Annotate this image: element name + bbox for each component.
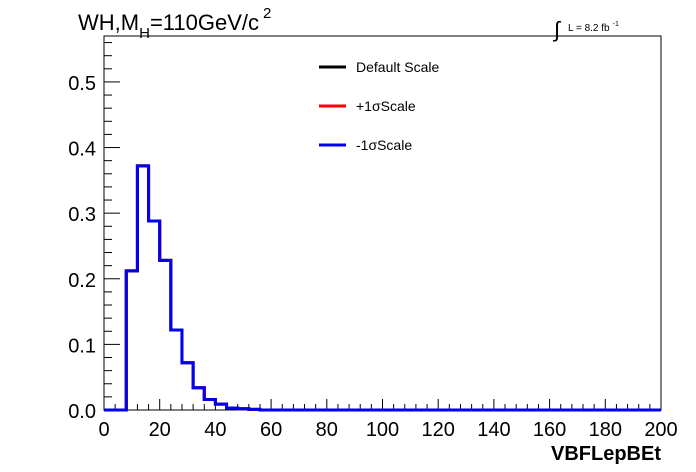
- y-tick-label: 0.1: [68, 335, 96, 357]
- x-tick-label: 140: [477, 419, 510, 441]
- x-tick-label: 40: [204, 419, 226, 441]
- x-tick-label: 60: [260, 419, 282, 441]
- y-tick-label: 0.0: [68, 401, 96, 423]
- series-line--1-scale: [104, 164, 661, 412]
- chart-title: WH,MH=110GeV/c 2: [78, 5, 271, 42]
- title-subscript: H: [139, 25, 150, 42]
- title-main: =110GeV/c: [150, 10, 259, 35]
- legend-label: Default Scale: [356, 59, 439, 75]
- x-tick-label: 100: [366, 419, 399, 441]
- legend-label: -1σScale: [356, 137, 412, 153]
- x-axis: 0 20 40 60 80 100 120 140 160 180 200: [98, 399, 678, 441]
- luminosity-text: L = 8.2 fb: [568, 23, 610, 34]
- x-tick-label: 120: [422, 419, 455, 441]
- y-tick-label: 0.5: [68, 73, 96, 95]
- luminosity-superscript: -1: [613, 21, 619, 28]
- legend-label: +1σScale: [356, 98, 416, 114]
- x-tick-label: 80: [316, 419, 338, 441]
- legend: Default Scale +1σScale -1σScale: [319, 59, 439, 153]
- title-prefix: WH,M: [78, 10, 139, 35]
- x-tick-label: 160: [533, 419, 566, 441]
- title-superscript: 2: [263, 5, 271, 22]
- x-tick-label: 20: [149, 419, 171, 441]
- x-tick-label: 200: [644, 419, 677, 441]
- y-tick-label: 0.3: [68, 204, 96, 226]
- x-tick-label: 0: [98, 419, 109, 441]
- y-tick-label: 0.2: [68, 270, 96, 292]
- luminosity-label: L = 8.2 fb -1: [568, 21, 619, 34]
- series-layer: [104, 164, 661, 412]
- luminosity-integral: ∫: [552, 17, 562, 42]
- x-axis-label: VBFLepBEt: [551, 443, 661, 465]
- y-tick-label: 0.4: [68, 139, 96, 161]
- x-tick-label: 180: [589, 419, 622, 441]
